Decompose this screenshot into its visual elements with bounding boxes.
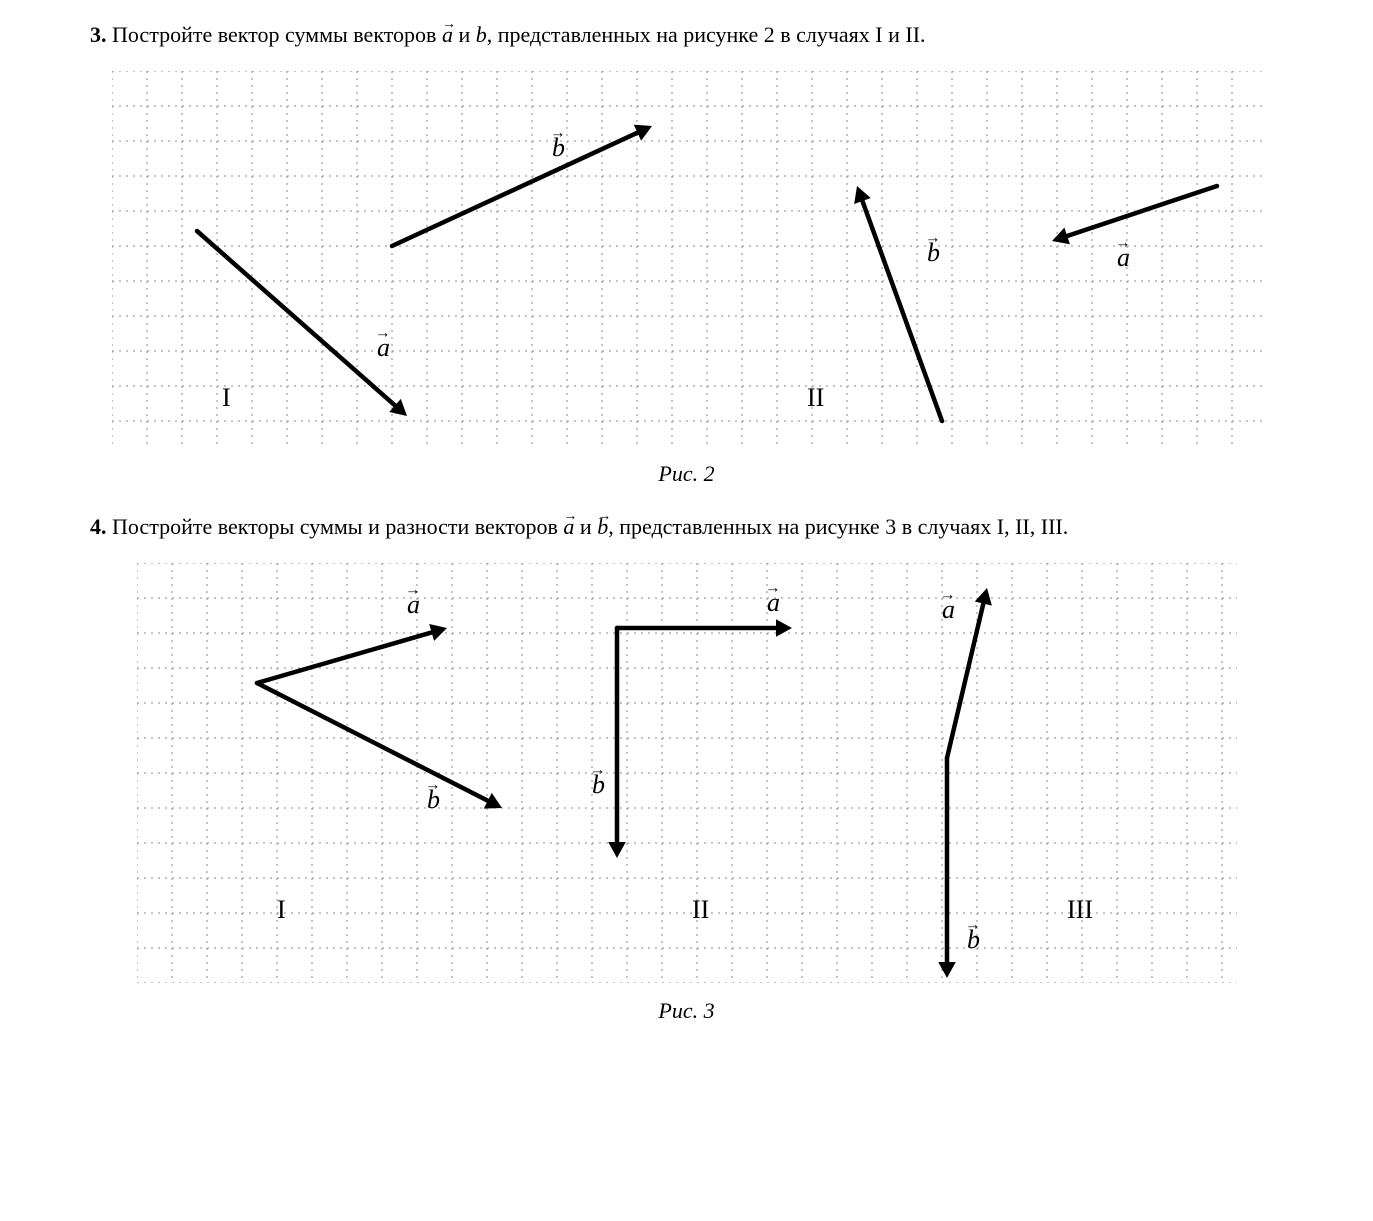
svg-text:→: →: [425, 776, 441, 793]
svg-text:→: →: [405, 581, 421, 598]
svg-text:→: →: [590, 761, 606, 778]
svg-text:→: →: [550, 124, 566, 141]
figure-2-diagram: a→b→Ib→a→II: [112, 71, 1262, 446]
svg-text:I: I: [277, 895, 286, 924]
vector-a-symbol: →a: [442, 20, 453, 51]
svg-text:→: →: [375, 324, 391, 341]
problem-4-text: 4. Постройте векторы суммы и разности ве…: [30, 512, 1343, 543]
figure-2-container: a→b→Ib→a→II: [30, 71, 1343, 446]
svg-text:III: III: [1067, 895, 1093, 924]
problem-4-text-2: и: [574, 514, 597, 539]
figure-3-diagram: a→b→Ia→b→IIa→b→III: [137, 563, 1237, 983]
problem-3-number: 3.: [90, 22, 107, 47]
svg-text:→: →: [940, 586, 956, 603]
svg-text:II: II: [692, 895, 709, 924]
problem-3-text-2: и: [453, 22, 476, 47]
problem-4-text-1: Постройте векторы суммы и разности векто…: [112, 514, 563, 539]
svg-text:→: →: [1115, 234, 1131, 251]
vector-b-symbol-plain: b: [476, 22, 487, 47]
problem-3-text: 3. Постройте вектор суммы векторов →a и …: [30, 20, 1343, 51]
svg-text:→: →: [765, 579, 781, 596]
problem-3-text-3: , представленных на рисунке 2 в случаях …: [487, 22, 926, 47]
svg-text:→: →: [925, 229, 941, 246]
vector-b-symbol-2: →b: [597, 512, 608, 543]
vector-a-symbol-2: →a: [563, 512, 574, 543]
problem-4-text-3: , представленных на рисунке 3 в случаях …: [608, 514, 1068, 539]
figure-3-container: a→b→Ia→b→IIa→b→III: [30, 563, 1343, 983]
figure-3-caption: Рис. 3: [30, 998, 1343, 1024]
svg-text:II: II: [807, 383, 824, 412]
svg-text:→: →: [965, 916, 981, 933]
svg-text:I: I: [222, 383, 231, 412]
figure-2-caption: Рис. 2: [30, 461, 1343, 487]
problem-3-text-1: Постройте вектор суммы векторов: [112, 22, 442, 47]
problem-4-number: 4.: [90, 514, 107, 539]
